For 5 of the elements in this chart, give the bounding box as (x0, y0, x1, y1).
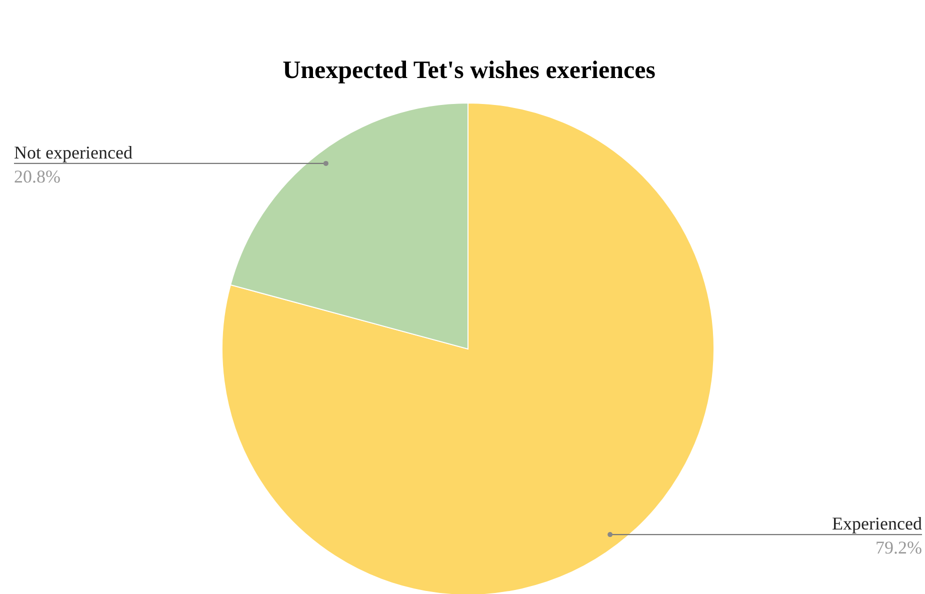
slice-label: Not experienced (14, 142, 132, 162)
data-label: 20.8% (14, 166, 60, 186)
data-label: 79.2% (876, 538, 922, 558)
slice-label: Experienced (832, 514, 922, 534)
chart-title: Unexpected Tet's wishes exeriences (282, 57, 656, 84)
